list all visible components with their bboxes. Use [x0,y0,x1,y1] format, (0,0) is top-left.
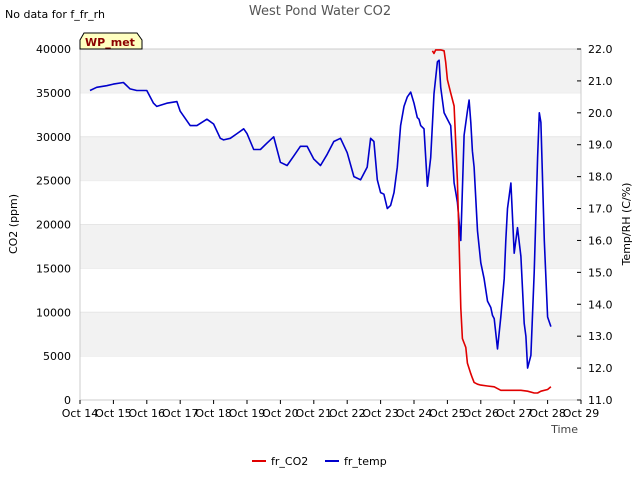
y-tick-label: 30000 [36,131,71,144]
y2-tick-label: 14.0 [588,298,613,311]
grid-band [80,312,581,357]
y2-tick-label: 16.0 [588,234,613,247]
y-tick-label: 0 [64,394,71,407]
y2-tick-label: 11.0 [588,394,613,407]
x-tick-label: Oct 27 [496,407,533,420]
x-tick-label: Oct 21 [296,407,333,420]
y-axis-label: CO2 (ppm) [7,194,20,254]
x-tick-label: Oct 26 [463,407,500,420]
plot-frame [79,48,582,401]
x-tick-label: Oct 15 [95,407,132,420]
series-lines [89,49,552,394]
x-tick-label: Oct 17 [162,407,199,420]
x-tick-label: Oct 22 [329,407,366,420]
chart-title: West Pond Water CO2 [249,4,391,19]
y2-tick-label: 15.0 [588,266,613,279]
y-tick-label: 5000 [43,350,71,363]
x-tick-label: Oct 20 [262,407,299,420]
grid-band [80,136,581,181]
x-tick-label: Oct 24 [396,407,433,420]
badge-label: WP_met [85,36,135,49]
y2-tick-label: 12.0 [588,362,613,375]
y-axis-right: 11.0 12.0 13.0 14.0 15.0 16.0 17.0 18.0 19.0 20.0… [577,43,613,407]
grid-band [80,49,581,93]
y-tick-label: 20000 [36,219,71,232]
y2-tick-label: 20.0 [588,107,613,120]
x-tick-label: Oct 18 [195,407,232,420]
series-line-fr-temp [89,59,552,369]
x-tick-label: Oct 14 [62,407,99,420]
series-line-fr-co2 [431,49,552,394]
legend-label-co2: fr_CO2 [271,455,308,468]
badge-shape [79,32,143,50]
y-axis-left: 0 5000 10000 15000 20000 25000 30000 35000 40000 [36,43,71,407]
plot-bands [80,48,581,357]
grid-band [80,224,581,269]
y2-tick-label: 17.0 [588,203,613,216]
y-tick-label: 35000 [36,87,71,100]
no-data-note: No data for f_fr_rh [5,8,105,21]
legend-label-temp: fr_temp [344,455,387,468]
y2-tick-label: 18.0 [588,171,613,184]
x-tick-label: Oct 25 [429,407,466,420]
y2-tick-label: 21.0 [588,75,613,88]
y2-tick-label: 22.0 [588,43,613,56]
y-tick-label: 15000 [36,262,71,275]
y2-tick-label: 13.0 [588,330,613,343]
y2-tick-label: 19.0 [588,139,613,152]
x-tick-label: Oct 28 [529,407,566,420]
y-tick-label: 40000 [36,43,71,56]
x-tick-label: Oct 16 [129,407,166,420]
badge: WP_met [79,32,143,50]
y2-axis-label: Temp/RH (C/%) [620,183,633,267]
legend: fr_CO2 fr_temp [252,455,387,468]
y-tick-label: 10000 [36,306,71,319]
x-tick-label: Oct 23 [362,407,399,420]
x-tick-label: Oct 29 [563,407,600,420]
y-tick-label: 25000 [36,175,71,188]
x-axis-label: Time [550,423,578,436]
x-tick-label: Oct 19 [229,407,266,420]
